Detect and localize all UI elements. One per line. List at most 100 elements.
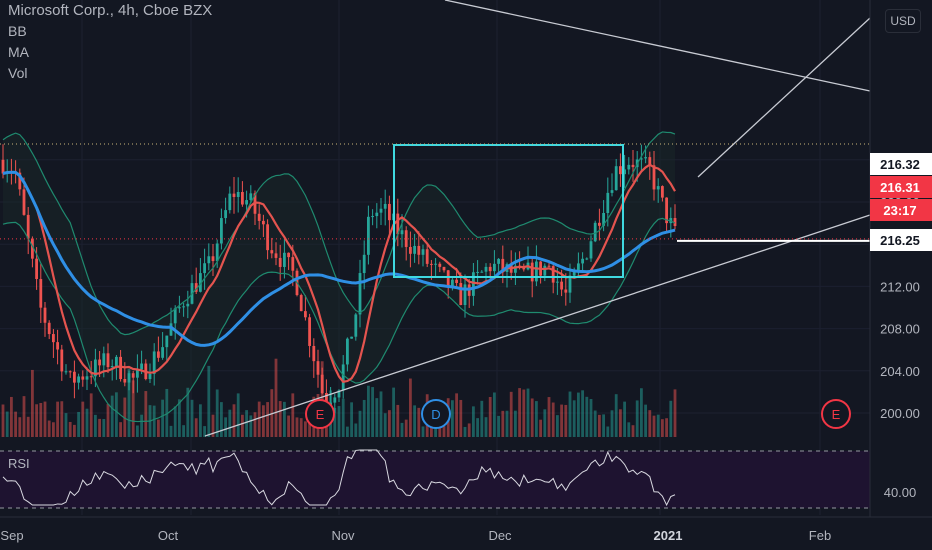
volume-bar — [169, 425, 173, 437]
candle-body — [119, 356, 122, 379]
candle-body — [173, 308, 177, 324]
volume-bar — [56, 401, 59, 437]
candle-body — [480, 271, 484, 273]
candle-body — [568, 275, 572, 293]
candle-body — [488, 266, 492, 272]
bollinger-lower — [2, 217, 676, 423]
event-marker-2[interactable]: E — [821, 399, 851, 429]
candle-body — [266, 224, 269, 251]
candle-body — [543, 265, 547, 276]
candle-body — [644, 157, 647, 159]
volume-bar — [631, 425, 635, 437]
candle-body — [270, 250, 274, 254]
volume-bar — [64, 413, 68, 437]
volume-bar — [652, 415, 656, 437]
indicator-ma-label[interactable]: MA — [8, 44, 29, 60]
candle-body — [262, 220, 265, 225]
candle-body — [631, 164, 635, 168]
candle-body — [73, 371, 76, 383]
volume-bar — [211, 414, 215, 437]
bar-countdown: 23:17 — [870, 199, 932, 221]
volume-bar — [85, 408, 89, 437]
currency-button[interactable]: USD — [885, 9, 921, 33]
rsi-line — [2, 449, 676, 507]
volume-bar — [228, 409, 232, 437]
event-marker-0[interactable]: E — [305, 399, 335, 429]
volume-bar — [178, 399, 181, 437]
candle-body — [598, 222, 601, 226]
candle-body — [627, 164, 631, 170]
volume-bar — [43, 401, 47, 437]
moving-average-fast — [2, 163, 676, 384]
volume-bar — [400, 422, 404, 437]
volume-bar — [106, 403, 110, 437]
volume-bar — [543, 409, 547, 437]
symbol-title[interactable]: Microsoft Corp., 4h, Cboe BZX — [8, 2, 213, 19]
volume-bar — [136, 425, 139, 437]
candle-body — [350, 336, 353, 339]
candle-body — [106, 353, 110, 368]
bollinger-upper — [2, 131, 676, 336]
volume-bar — [417, 407, 421, 437]
volume-bar — [551, 402, 555, 437]
bollinger-fill — [3, 131, 675, 422]
candle-body — [341, 364, 345, 391]
volume-bar — [236, 393, 240, 437]
volume-bar — [274, 358, 278, 437]
volume-bar — [89, 393, 93, 437]
event-marker-letter: D — [431, 407, 440, 422]
price-label-upper-bg — [870, 153, 932, 175]
candle-body — [165, 335, 169, 348]
volume-bar — [220, 402, 223, 437]
price-axis[interactable]: 224.00220.00216.00212.00208.00204.00200.… — [869, 0, 932, 550]
event-marker-1[interactable]: D — [421, 399, 451, 429]
candle-body — [656, 186, 660, 190]
trendline-upper — [444, 0, 871, 92]
candle-body — [514, 265, 517, 273]
event-marker-circle — [305, 399, 335, 429]
candle-body — [652, 165, 656, 190]
price-label-upper: 216.32 — [870, 153, 932, 175]
candle-body — [564, 289, 568, 293]
volume-bar — [421, 426, 425, 437]
volume-bar — [572, 400, 576, 437]
price-label-last-text: 216.31 — [880, 180, 920, 195]
volume-bar — [388, 410, 391, 437]
volume-bar — [564, 404, 568, 437]
volume-bar — [593, 410, 597, 437]
volume-bar — [648, 410, 652, 437]
candle-body — [39, 279, 43, 308]
candle-body — [551, 266, 555, 283]
rsi-indicator-label[interactable]: RSI — [8, 456, 30, 471]
candle-body — [354, 314, 358, 337]
candle-body — [581, 258, 584, 264]
volume-bar — [484, 417, 488, 437]
time-tick-label: Dec — [488, 528, 512, 543]
indicator-lines — [2, 131, 676, 423]
volume-bar — [371, 387, 374, 437]
volume-bar — [152, 405, 156, 437]
volume-bar — [127, 368, 131, 437]
volume-bar — [283, 401, 286, 437]
candle-body — [85, 376, 89, 380]
volume-bar — [438, 421, 442, 437]
candle-body — [211, 256, 215, 262]
candle-body — [241, 192, 244, 205]
indicator-vol-label[interactable]: Vol — [8, 65, 28, 81]
volume-bar — [358, 410, 362, 437]
volume-bar — [98, 418, 101, 437]
candle-body — [22, 189, 26, 215]
volume-bar — [539, 419, 542, 437]
drawing-tools[interactable] — [0, 0, 871, 437]
candle-body — [186, 303, 190, 307]
time-axis[interactable]: Sep Oct Nov Dec 2021 Feb — [0, 516, 932, 550]
volume-bar — [493, 392, 496, 437]
candle-body — [476, 271, 479, 273]
volume-bar — [635, 400, 639, 437]
time-tick-label: Feb — [809, 528, 831, 543]
indicator-bb-label[interactable]: BB — [8, 23, 27, 39]
volume-bar — [165, 388, 169, 437]
moving-average-slow — [2, 170, 676, 347]
